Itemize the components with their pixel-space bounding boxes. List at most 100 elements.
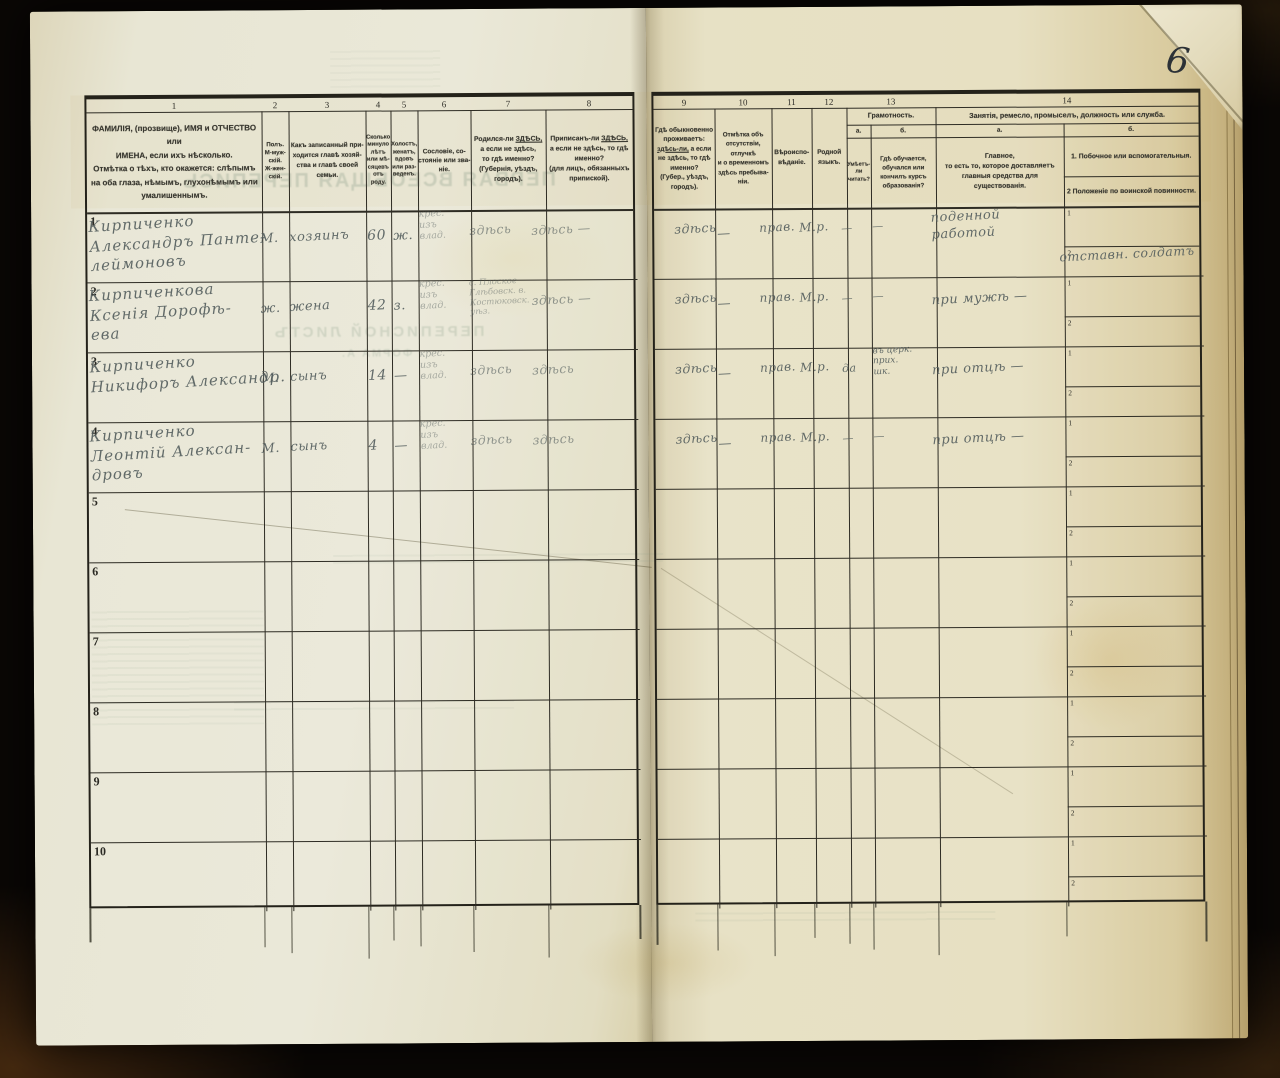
subcell-label-1: 1	[1070, 838, 1075, 848]
row-number: 7	[92, 634, 99, 649]
handwritten-age-row2: 42	[367, 297, 387, 315]
handwritten-name-row1: Кирпиченко Александръ Панте- леймоновъ	[87, 211, 267, 275]
handwritten-relation-row3: сынъ	[289, 368, 328, 385]
row-number: 10	[93, 844, 107, 859]
line-tail	[1066, 902, 1068, 937]
col-header-literacy-education: Гдѣ обучается, обучался или кончилъ курс…	[880, 155, 927, 190]
subcell-rule	[1065, 455, 1201, 458]
handwritten-religion-row3: прав.	[759, 359, 797, 376]
handwritten-born-row2: с. Плоское Глѣбовск. в. Костюковск. уѣз.	[468, 275, 530, 318]
subcell-rule	[1066, 665, 1202, 668]
handwritten-resides-row2: здѣсь	[674, 289, 718, 307]
handwritten-registered-row1: здѣсь —	[530, 220, 592, 238]
handwritten-language-row2: М.р.	[799, 289, 830, 305]
row-number: 6	[92, 564, 99, 579]
col-header-literacy-read: Умѣетъ- ли читать?	[847, 161, 871, 183]
handwritten-estate-row2: крес. изъ влад.	[418, 277, 447, 312]
row-rule	[655, 415, 1205, 420]
subcell-label-2: 2	[1071, 878, 1075, 888]
bleedthrough-crest	[330, 47, 441, 88]
handwritten-relation-row4: сынъ	[290, 438, 328, 455]
handwritten-age-row1: 60	[366, 227, 387, 245]
subcell-rule	[1066, 525, 1202, 528]
subcell-label-1: 1	[1070, 768, 1075, 778]
bleedthrough-line	[695, 910, 996, 922]
line-tail	[639, 904, 642, 940]
row-rule	[89, 628, 640, 634]
col-number-12: 12	[824, 96, 834, 107]
col-number-7: 7	[505, 98, 511, 109]
handwritten-reads-row2: —	[841, 291, 854, 306]
col-header-age: Сколько минуло лѣтъ или мѣ- сяцевъ отъ р…	[366, 134, 391, 186]
handwritten-age-row3: 14	[367, 367, 388, 385]
subcell-rule	[1066, 595, 1202, 598]
col-header-absence: Отмѣтка объ отсутствіи, отлучкѣ и о врем…	[717, 130, 769, 186]
col-header-occupation-main: Главное, то есть то, которое доставляетъ…	[944, 152, 1055, 190]
handwritten-registered-row4: здѣсь	[532, 430, 575, 448]
line-tail	[814, 903, 816, 938]
col-header-literacy-a-label: а.	[855, 127, 862, 135]
row-rule	[657, 765, 1207, 770]
handwritten-marital-row3: —	[393, 368, 408, 384]
handwritten-name-row2: Кирпиченкова Ксенія Дорофѣ- ева	[88, 279, 233, 345]
column-rule	[870, 124, 877, 908]
handwritten-marital-row4: —	[394, 438, 409, 454]
col-header-occupation-a-label: а.	[996, 126, 1003, 134]
col-header-name: ФАМИЛІЯ, (прозвище), ИМЯ и ОТЧЕСТВО или …	[90, 122, 258, 201]
col-number-3: 3	[324, 99, 330, 110]
subcell-rule	[1064, 315, 1200, 318]
subcell-label-1: 1	[1068, 418, 1073, 428]
line-tail	[89, 908, 92, 943]
col-header-occupation-title: Занятія, ремесло, промыселъ, должность и…	[969, 109, 1165, 120]
col-number-1: 1	[171, 100, 177, 111]
subcell-label-1: 1	[1067, 208, 1071, 218]
row-number: 9	[93, 774, 100, 789]
handwritten-resides-row4: здѣсь	[675, 429, 718, 447]
col-header-estate: Сословіе, со- стояніе или зва- ніе.	[418, 147, 471, 173]
col-header-literacy-b-label: б.	[900, 127, 907, 135]
handwritten-marital-row2: з.	[393, 298, 407, 314]
row-rule	[88, 489, 639, 494]
subcell-rule	[1068, 875, 1204, 878]
handwritten-language-row3: М.р.	[799, 359, 830, 375]
col-header-occupation-military: 2 Положеніе по воинской повинности.	[1066, 187, 1197, 195]
handwritten-estate-row4: крес. изъ влад.	[419, 417, 448, 452]
handwritten-relation-row2: жена	[289, 298, 331, 316]
handwritten-absence-row2: —	[717, 296, 732, 312]
subcell-label-1: 1	[1070, 698, 1074, 708]
handwritten-sex-row3: М.	[260, 370, 280, 387]
subcell-label-2: 2	[1069, 528, 1073, 538]
col-header-sex: Полъ. М-муж- скій. Ж-жен- скій.	[264, 142, 286, 181]
subcell-label-2: 2	[1069, 598, 1074, 608]
handwritten-religion-row2: прав.	[759, 289, 796, 306]
handwritten-absence-row4: —	[718, 436, 733, 452]
subcell-label-1: 1	[1067, 278, 1072, 288]
handwritten-education-row1: —	[871, 219, 884, 233]
subcell-label-2: 2	[1068, 388, 1072, 398]
col-header-religion: Вѣроиспо- вѣданіе.	[774, 148, 810, 167]
col-header-marital: Холостъ, женатъ, вдовъ или раз- веденъ.	[391, 141, 418, 178]
row-rule	[90, 838, 641, 844]
subcell-label-2: 2	[1068, 458, 1073, 468]
handwritten-reads-row1: —	[840, 221, 853, 236]
handwritten-sex-row1: М.	[259, 230, 280, 247]
subcell-label-1: 1	[1069, 628, 1074, 638]
subcell-label-2: 2	[1070, 808, 1075, 818]
subcell-label-1: 1	[1069, 558, 1074, 568]
handwritten-occ_main-row1: поденной работой	[930, 207, 1001, 243]
handwritten-name-row4: Кирпиченко Леонтій Алексан- дровъ	[88, 421, 252, 485]
handwritten-education-row2: —	[872, 289, 885, 303]
subcell-label-2: 2	[1069, 668, 1074, 678]
col-header-relation: Какъ записанный при- ходится главѣ хозяй…	[290, 141, 364, 179]
subcell-rule	[1067, 805, 1203, 808]
col-header-born-here: Родился-ли ЗДѢСЬ, а если не здѣсь, то гд…	[473, 135, 543, 183]
handwritten-resides-row1: здѣсь	[673, 219, 717, 237]
census-sheet: ПЕРВАЯ ВСЕОБЩАЯ ПЕРЕПИСЬ ПЕРЕПИСНОЙ ЛИСТ…	[29, 4, 1249, 1046]
row-rule	[90, 768, 641, 774]
row-rule	[656, 625, 1206, 630]
col-header-language: Родной языкъ.	[817, 148, 842, 166]
handwritten-absence-row3: —	[717, 366, 732, 382]
row-rule	[654, 345, 1204, 350]
handwritten-born-row4: здѣсь	[470, 430, 513, 448]
